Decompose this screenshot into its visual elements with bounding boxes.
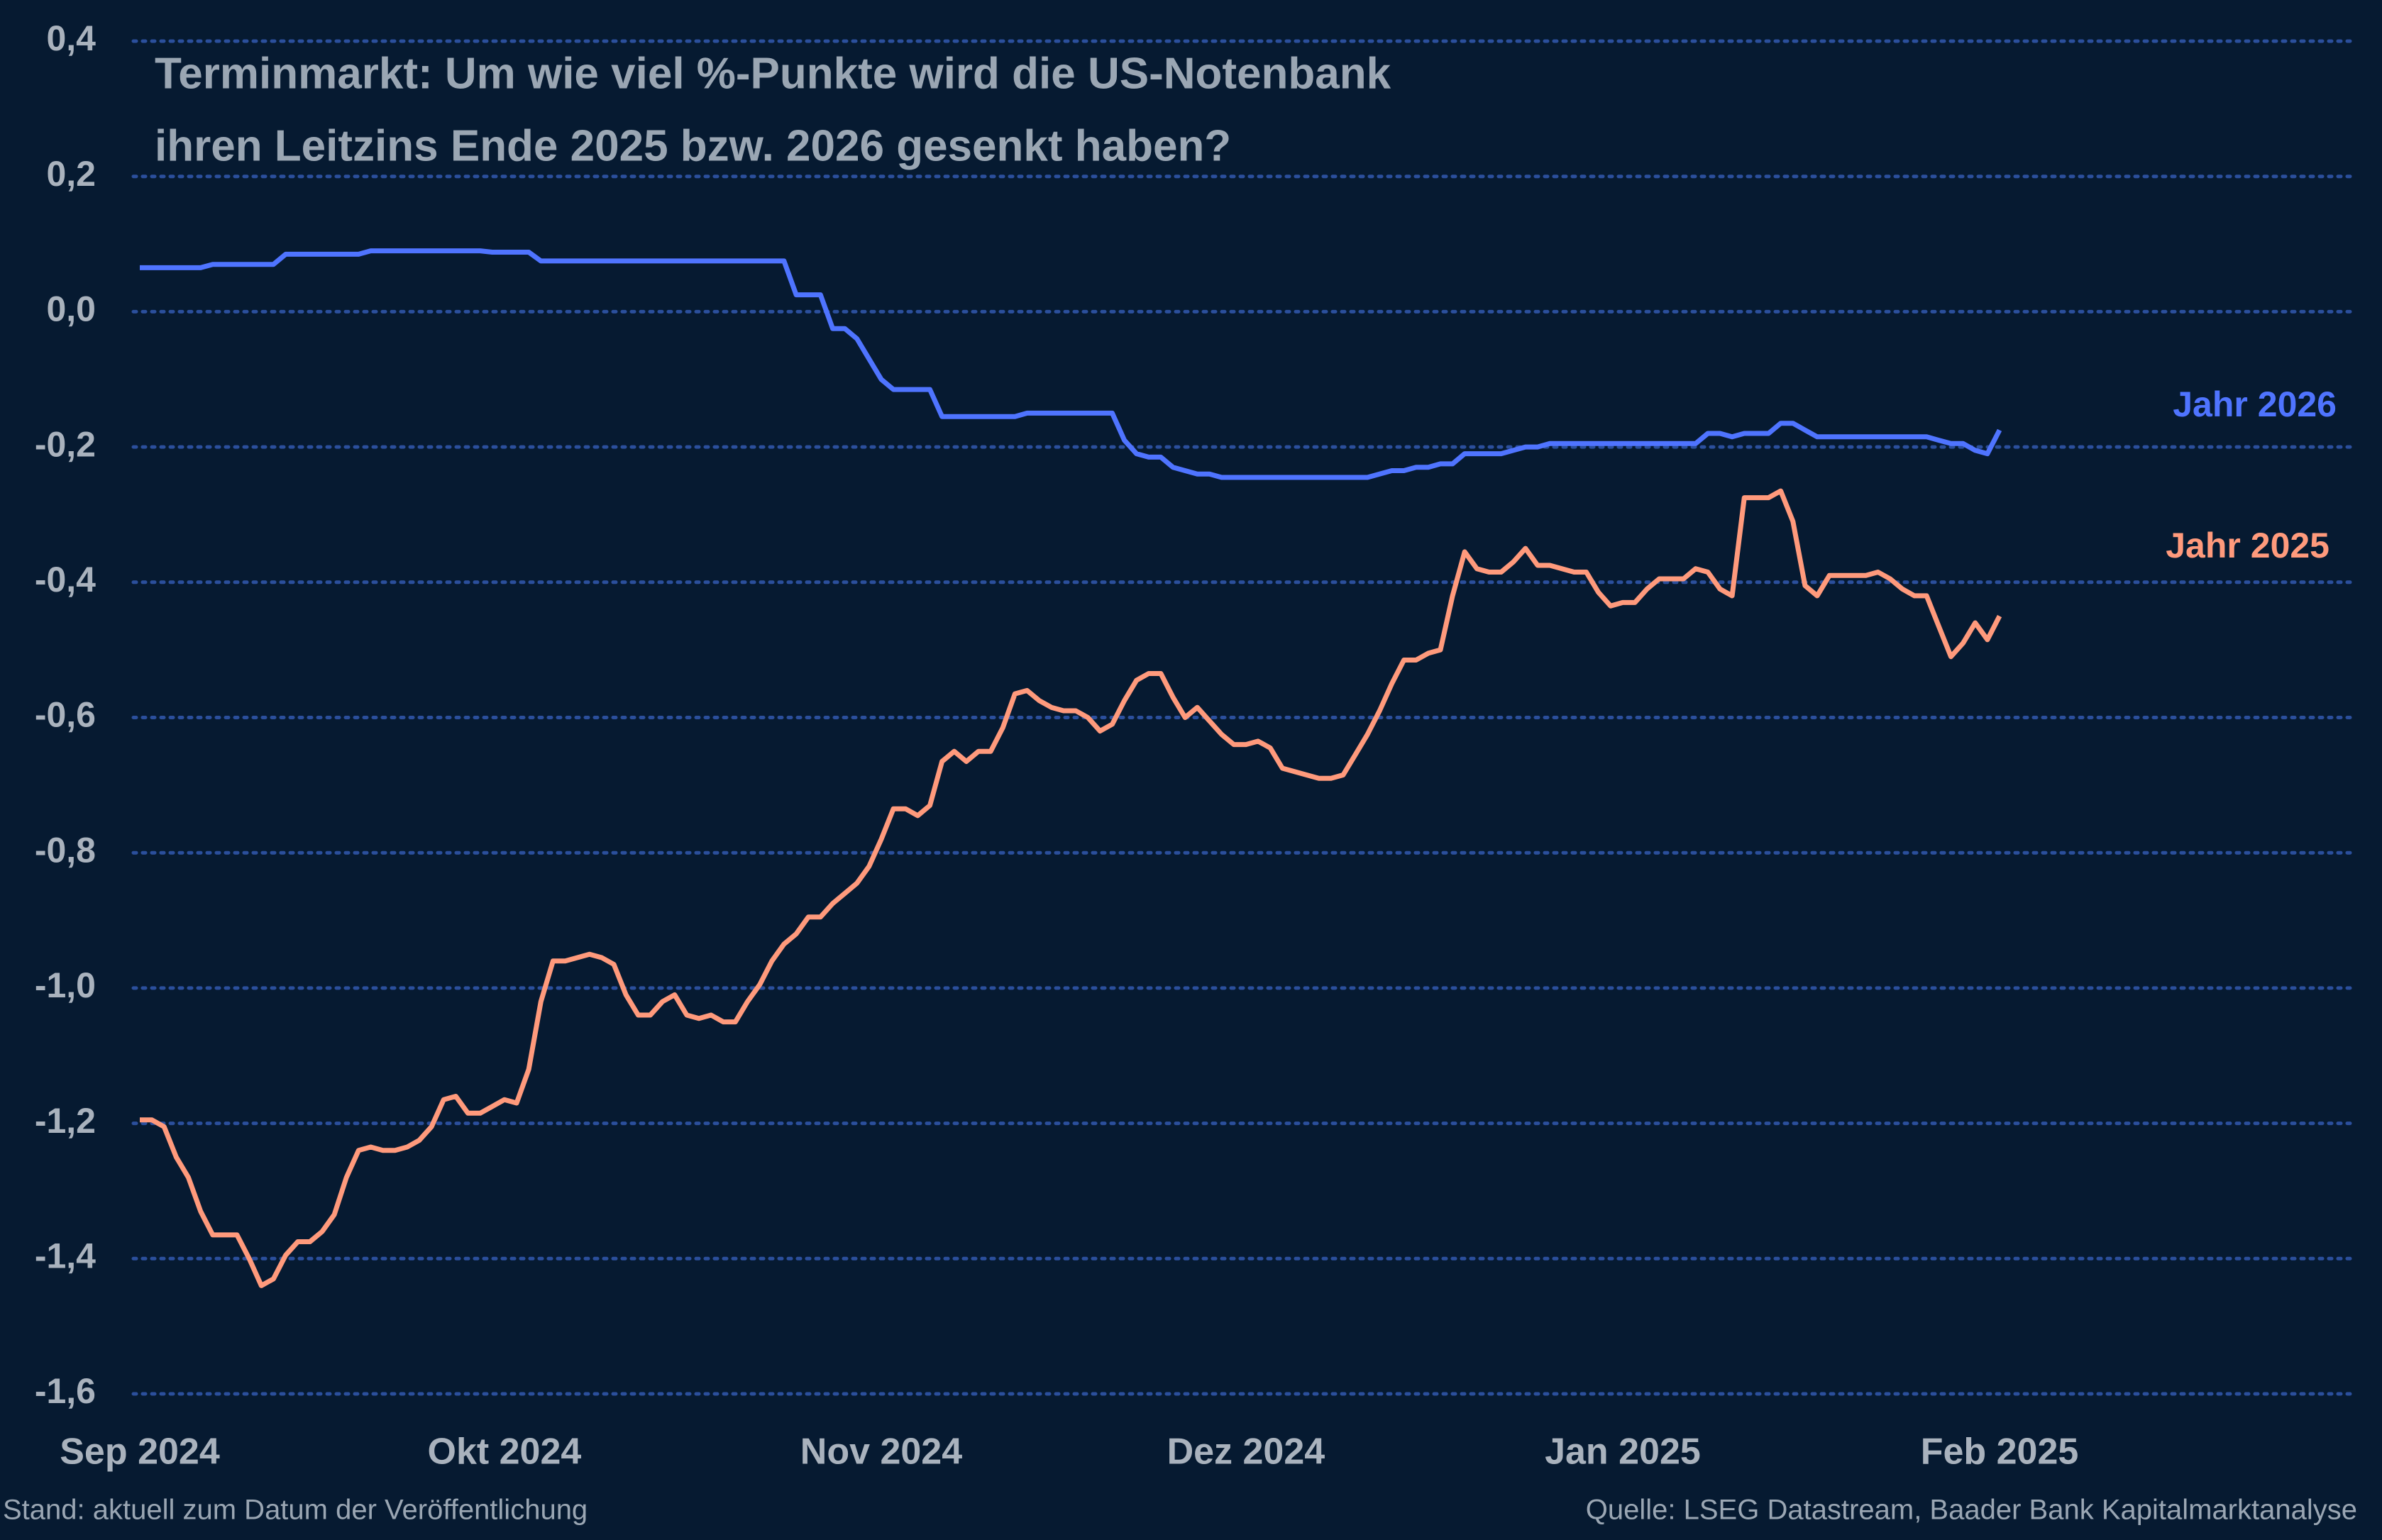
y-tick-label: -0,2 xyxy=(35,424,96,464)
x-tick-label: Dez 2024 xyxy=(1167,1431,1325,1473)
x-tick-label: Jan 2025 xyxy=(1545,1431,1701,1473)
line xyxy=(140,488,2002,1288)
x-tick-label: Okt 2024 xyxy=(428,1431,582,1473)
y-tick-label: -1,2 xyxy=(35,1101,96,1141)
x-tick-label: Sep 2024 xyxy=(60,1431,220,1473)
y-tick-label: -0,8 xyxy=(35,830,96,870)
line xyxy=(140,248,2002,480)
y-tick-label: -1,6 xyxy=(35,1371,96,1411)
y-tick-label: -0,4 xyxy=(35,560,96,599)
y-tick-label: -0,6 xyxy=(35,695,96,735)
y-tick-label: 0,4 xyxy=(46,18,96,58)
x-tick-label: Feb 2025 xyxy=(1921,1431,2079,1473)
y-tick-label: 0,0 xyxy=(46,289,96,329)
source: Quelle: LSEG Datastream, Baader Bank Kap… xyxy=(1586,1495,2357,1526)
y-tick-label: 0,2 xyxy=(46,154,96,194)
chart-title: Terminmarkt: Um wie viel %-Punkte wird d… xyxy=(155,49,1391,98)
chart-title: ihren Leitzins Ende 2025 bzw. 2026 gesen… xyxy=(155,121,1231,170)
series-label: Jahr 2026 xyxy=(2173,384,2337,424)
y-tick-label: -1,0 xyxy=(35,965,96,1005)
y-tick-label: -1,4 xyxy=(35,1236,96,1276)
series-label: Jahr 2025 xyxy=(2166,526,2329,565)
note: Stand: aktuell zum Datum der Veröffentli… xyxy=(3,1495,588,1526)
x-tick-label: Nov 2024 xyxy=(800,1431,962,1473)
